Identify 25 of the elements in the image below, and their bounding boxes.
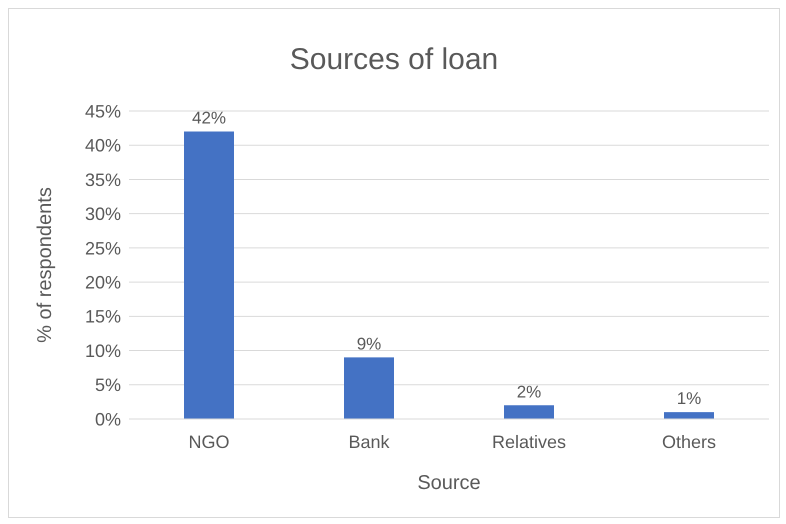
data-label: 42% (192, 108, 226, 128)
x-tick-label: Relatives (492, 432, 566, 452)
y-tick-label: 20% (84, 272, 121, 292)
x-tick-label: NGO (188, 432, 230, 452)
x-tick-label: Others (662, 432, 716, 452)
y-tick-label: 45% (84, 101, 121, 122)
y-axis-title: % of respondents (34, 187, 56, 343)
bar (504, 405, 554, 419)
data-label: 9% (356, 334, 382, 354)
y-tick-label: 5% (94, 375, 121, 396)
data-label: 1% (676, 389, 702, 408)
x-tick-label: Bank (348, 432, 391, 452)
chart-title: Sources of loan (288, 43, 500, 77)
bar (344, 357, 394, 419)
bar (184, 132, 234, 419)
y-tick-label: 30% (84, 204, 121, 224)
y-tick-label: 35% (84, 170, 121, 190)
y-tick-label: 10% (84, 340, 121, 361)
y-tick-label: 15% (84, 306, 121, 327)
data-label: 2% (516, 382, 542, 402)
x-axis-title: Source (417, 472, 481, 494)
y-tick-label: 25% (84, 238, 121, 258)
y-tick-label: 0% (94, 409, 121, 430)
bar (664, 412, 714, 419)
y-tick-label: 40% (84, 136, 121, 156)
